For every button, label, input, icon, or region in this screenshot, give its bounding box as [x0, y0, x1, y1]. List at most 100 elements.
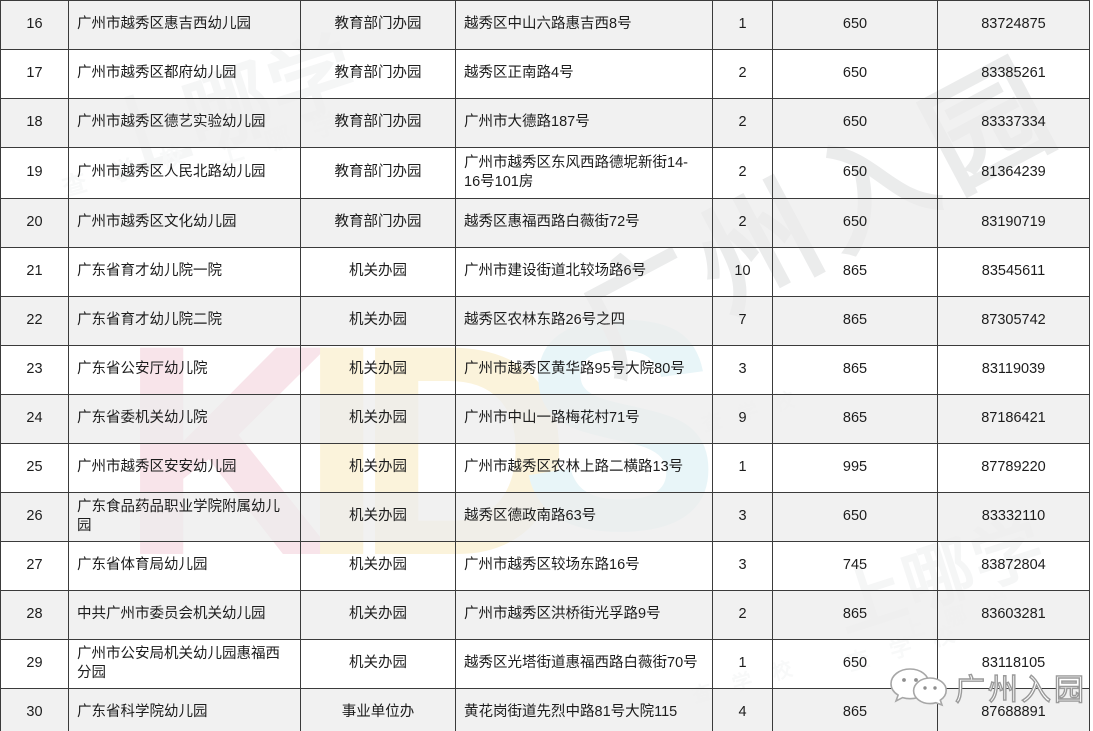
- cell-classes: 3: [712, 345, 773, 395]
- cell-fee: 650: [772, 639, 938, 689]
- cell-name: 广东省公安厅幼儿院: [68, 345, 301, 395]
- cell-name: 广东省委机关幼儿院: [68, 394, 301, 444]
- cell-type: 教育部门办园: [300, 98, 456, 148]
- cell-classes: 2: [712, 198, 773, 248]
- cell-classes: 9: [712, 394, 773, 444]
- cell-classes: 10: [712, 247, 773, 297]
- cell-telephone: 83119039: [937, 345, 1090, 395]
- cell-classes: 2: [712, 98, 773, 148]
- cell-fee: 865: [772, 296, 938, 346]
- cell-address: 广州市中山一路梅花村71号: [455, 394, 713, 444]
- cell-type: 事业单位办: [300, 688, 456, 731]
- cell-index: 18: [0, 98, 69, 148]
- cell-index: 25: [0, 443, 69, 493]
- cell-name: 广州市越秀区安安幼儿园: [68, 443, 301, 493]
- cell-address: 越秀区中山六路惠吉西8号: [455, 0, 713, 50]
- table-row[interactable]: 21 广东省育才幼儿院一院 机关办园 广州市建设街道北较场路6号 10 865 …: [0, 247, 1090, 297]
- cell-fee: 865: [772, 247, 938, 297]
- cell-address: 广州市越秀区农林上路二横路13号: [455, 443, 713, 493]
- cell-address: 广州市越秀区较场东路16号: [455, 541, 713, 591]
- cell-name: 广东食品药品职业学院附属幼儿园: [68, 492, 301, 542]
- cell-type: 机关办园: [300, 590, 456, 640]
- cell-fee: 865: [772, 590, 938, 640]
- table-row[interactable]: 18 广州市越秀区德艺实验幼儿园 教育部门办园 广州市大德路187号 2 650…: [0, 98, 1090, 148]
- cell-fee: 995: [772, 443, 938, 493]
- table-row[interactable]: 28 中共广州市委员会机关幼儿园 机关办园 广州市越秀区洪桥街光孚路9号 2 8…: [0, 590, 1090, 640]
- cell-classes: 2: [712, 49, 773, 99]
- cell-telephone: 83337334: [937, 98, 1090, 148]
- cell-name: 广州市越秀区都府幼儿园: [68, 49, 301, 99]
- cell-index: 23: [0, 345, 69, 395]
- cell-fee: 865: [772, 345, 938, 395]
- cell-name: 中共广州市委员会机关幼儿园: [68, 590, 301, 640]
- cell-fee: 650: [772, 492, 938, 542]
- cell-name: 广州市越秀区惠吉西幼儿园: [68, 0, 301, 50]
- cell-address: 广州市越秀区东风西路德坭新街14-16号101房: [455, 147, 713, 199]
- cell-address: 广州市越秀区洪桥街光孚路9号: [455, 590, 713, 640]
- table-row[interactable]: 23 广东省公安厅幼儿院 机关办园 广州市越秀区黄华路95号大院80号 3 86…: [0, 345, 1090, 395]
- cell-fee: 650: [772, 0, 938, 50]
- cell-classes: 4: [712, 688, 773, 731]
- cell-name: 广东省体育局幼儿园: [68, 541, 301, 591]
- table-row[interactable]: 25 广州市越秀区安安幼儿园 机关办园 广州市越秀区农林上路二横路13号 1 9…: [0, 443, 1090, 493]
- cell-telephone: 81364239: [937, 147, 1090, 199]
- table-row[interactable]: 19 广州市越秀区人民北路幼儿园 教育部门办园 广州市越秀区东风西路德坭新街14…: [0, 147, 1090, 199]
- cell-type: 机关办园: [300, 296, 456, 346]
- cell-type: 教育部门办园: [300, 198, 456, 248]
- cell-telephone: 83118105: [937, 639, 1090, 689]
- cell-fee: 650: [772, 198, 938, 248]
- cell-index: 16: [0, 0, 69, 50]
- cell-name: 广州市公安局机关幼儿园惠福西分园: [68, 639, 301, 689]
- table-row[interactable]: 30 广东省科学院幼儿园 事业单位办 黄花岗街道先烈中路81号大院115 4 8…: [0, 688, 1090, 731]
- cell-address: 广州市大德路187号: [455, 98, 713, 148]
- cell-index: 24: [0, 394, 69, 444]
- table-row[interactable]: 27 广东省体育局幼儿园 机关办园 广州市越秀区较场东路16号 3 745 83…: [0, 541, 1090, 591]
- cell-name: 广东省育才幼儿院一院: [68, 247, 301, 297]
- table-row[interactable]: 16 广州市越秀区惠吉西幼儿园 教育部门办园 越秀区中山六路惠吉西8号 1 65…: [0, 0, 1090, 50]
- table-row[interactable]: 29 广州市公安局机关幼儿园惠福西分园 机关办园 越秀区光塔街道惠福西路白薇街7…: [0, 639, 1090, 689]
- cell-telephone: 87789220: [937, 443, 1090, 493]
- cell-fee: 650: [772, 147, 938, 199]
- cell-classes: 2: [712, 590, 773, 640]
- cell-type: 教育部门办园: [300, 49, 456, 99]
- cell-index: 28: [0, 590, 69, 640]
- cell-classes: 1: [712, 443, 773, 493]
- cell-index: 26: [0, 492, 69, 542]
- cell-telephone: 83332110: [937, 492, 1090, 542]
- cell-type: 机关办园: [300, 394, 456, 444]
- cell-classes: 3: [712, 541, 773, 591]
- cell-classes: 2: [712, 147, 773, 199]
- cell-type: 机关办园: [300, 345, 456, 395]
- table-row[interactable]: 17 广州市越秀区都府幼儿园 教育部门办园 越秀区正南路4号 2 650 833…: [0, 49, 1090, 99]
- cell-fee: 865: [772, 688, 938, 731]
- table-row[interactable]: 20 广州市越秀区文化幼儿园 教育部门办园 越秀区惠福西路白薇街72号 2 65…: [0, 198, 1090, 248]
- cell-index: 30: [0, 688, 69, 731]
- cell-type: 机关办园: [300, 541, 456, 591]
- cell-telephone: 83603281: [937, 590, 1090, 640]
- cell-name: 广州市越秀区德艺实验幼儿园: [68, 98, 301, 148]
- table-row[interactable]: 22 广东省育才幼儿院二院 机关办园 越秀区农林东路26号之四 7 865 87…: [0, 296, 1090, 346]
- cell-name: 广州市越秀区人民北路幼儿园: [68, 147, 301, 199]
- cell-index: 20: [0, 198, 69, 248]
- cell-fee: 650: [772, 98, 938, 148]
- cell-type: 机关办园: [300, 443, 456, 493]
- cell-classes: 3: [712, 492, 773, 542]
- cell-telephone: 87305742: [937, 296, 1090, 346]
- cell-index: 21: [0, 247, 69, 297]
- cell-address: 越秀区惠福西路白薇街72号: [455, 198, 713, 248]
- table-row[interactable]: 24 广东省委机关幼儿院 机关办园 广州市中山一路梅花村71号 9 865 87…: [0, 394, 1090, 444]
- cell-telephone: 83190719: [937, 198, 1090, 248]
- cell-telephone: 83385261: [937, 49, 1090, 99]
- cell-index: 19: [0, 147, 69, 199]
- cell-index: 17: [0, 49, 69, 99]
- cell-index: 27: [0, 541, 69, 591]
- cell-classes: 1: [712, 639, 773, 689]
- cell-telephone: 87186421: [937, 394, 1090, 444]
- cell-address: 越秀区农林东路26号之四: [455, 296, 713, 346]
- cell-type: 机关办园: [300, 247, 456, 297]
- cell-fee: 745: [772, 541, 938, 591]
- table-row[interactable]: 26 广东食品药品职业学院附属幼儿园 机关办园 越秀区德政南路63号 3 650…: [0, 492, 1090, 542]
